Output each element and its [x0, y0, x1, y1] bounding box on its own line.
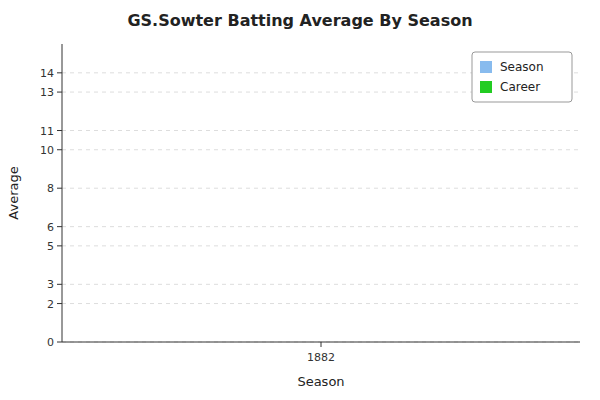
legend-label: Season [500, 60, 544, 74]
grid-line [62, 284, 580, 285]
background [0, 0, 600, 400]
grid-line [62, 245, 580, 246]
y-axis-label: Average [6, 166, 21, 219]
y-tick-label: 11 [40, 125, 54, 138]
y-tick [57, 92, 62, 93]
y-tick-label: 13 [40, 86, 54, 99]
chart-title: GS.Sowter Batting Average By Season [127, 11, 472, 30]
y-tick [57, 72, 62, 73]
chart-svg: 0 2 3 5 6 8 10 11 13 14 1882 Season Average GS.Sowter… [0, 0, 600, 400]
y-tick-label: 0 [47, 336, 54, 349]
grid-line [62, 226, 580, 227]
y-tick-label: 3 [47, 278, 54, 291]
y-tick-label: 10 [40, 144, 54, 157]
y-tick-label: 8 [47, 182, 54, 195]
grid-line [62, 149, 580, 150]
y-tick [57, 284, 62, 285]
x-tick-label: 1882 [307, 351, 335, 364]
y-tick-label: 2 [47, 298, 54, 311]
legend: Season Career [472, 52, 572, 102]
y-tick [57, 303, 62, 304]
y-tick [57, 149, 62, 150]
y-tick [57, 226, 62, 227]
y-tick [57, 342, 62, 343]
grid-line [62, 303, 580, 304]
legend-swatch [480, 61, 492, 73]
grid [62, 73, 580, 342]
grid-line [62, 130, 580, 131]
y-axis-line [62, 44, 63, 342]
legend-label: Career [500, 80, 540, 94]
y-tick-label: 5 [47, 240, 54, 253]
y-tick [57, 130, 62, 131]
x-tick [321, 342, 322, 347]
x-axis-label: Season [297, 374, 344, 389]
legend-box [472, 52, 572, 102]
y-tick-label: 6 [47, 221, 54, 234]
y-tick [57, 188, 62, 189]
chart-container: 0 2 3 5 6 8 10 11 13 14 1882 Season Average GS.Sowter… [0, 0, 600, 400]
grid-line [62, 188, 580, 189]
legend-swatch [480, 81, 492, 93]
y-tick-label: 14 [40, 67, 54, 80]
y-tick [57, 245, 62, 246]
